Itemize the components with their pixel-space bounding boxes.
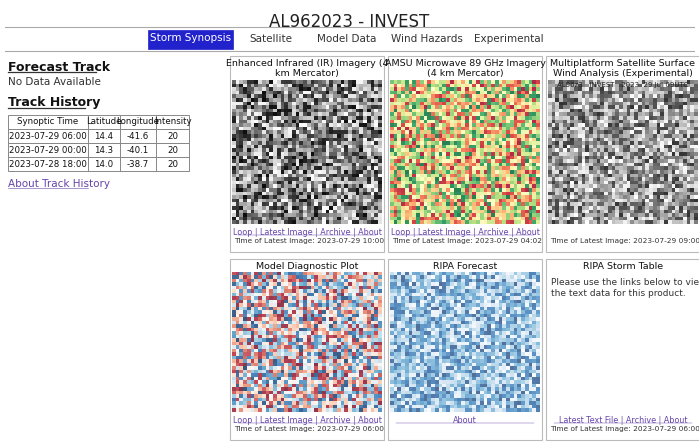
Text: Experimental: Experimental <box>474 34 544 44</box>
Text: 20: 20 <box>167 146 178 155</box>
Text: About Track History: About Track History <box>8 179 110 189</box>
Text: RIPA Storm Table: RIPA Storm Table <box>583 262 663 271</box>
Text: 14.0: 14.0 <box>94 160 113 169</box>
Text: Multiplatform Satellite Surface: Multiplatform Satellite Surface <box>551 59 696 68</box>
Text: Synoptic Time: Synoptic Time <box>17 117 78 126</box>
Text: AL96z3   INVEST   2023  29 Jul 09UTC: AL96z3 INVEST 2023 29 Jul 09UTC <box>557 82 689 88</box>
Text: Time of Latest Image: 2023-07-29 10:00: Time of Latest Image: 2023-07-29 10:00 <box>234 238 384 244</box>
Text: No Data Available: No Data Available <box>8 77 101 87</box>
Text: 14.4: 14.4 <box>94 132 113 141</box>
Bar <box>230 259 384 440</box>
Text: AMSU Microwave 89 GHz Imagery: AMSU Microwave 89 GHz Imagery <box>384 59 545 68</box>
Text: Loop | Latest Image | Archive | About: Loop | Latest Image | Archive | About <box>233 228 382 237</box>
Text: Enhanced Infrared (IR) Imagery (4: Enhanced Infrared (IR) Imagery (4 <box>226 59 388 68</box>
Text: 20: 20 <box>167 160 178 169</box>
Text: 14.3: 14.3 <box>94 146 113 155</box>
Text: 2023-07-29 06:00: 2023-07-29 06:00 <box>9 132 87 141</box>
Bar <box>388 259 542 440</box>
Bar <box>8 157 189 171</box>
Text: Time of Latest Image: 2023-07-29 04:02: Time of Latest Image: 2023-07-29 04:02 <box>392 238 542 244</box>
Text: Model Diagnostic Plot: Model Diagnostic Plot <box>256 262 358 271</box>
Text: Time of Latest Image: 2023-07-29 06:00: Time of Latest Image: 2023-07-29 06:00 <box>234 426 384 432</box>
Bar <box>546 56 699 252</box>
Bar <box>8 115 189 129</box>
Bar <box>388 56 542 252</box>
Text: Satellite: Satellite <box>249 34 292 44</box>
Bar <box>230 56 384 252</box>
Text: -41.6: -41.6 <box>127 132 149 141</box>
Text: (4 km Mercator): (4 km Mercator) <box>426 69 503 78</box>
Text: Time of Latest Image: 2023-07-29 09:00: Time of Latest Image: 2023-07-29 09:00 <box>550 238 699 244</box>
Text: Model Data: Model Data <box>317 34 377 44</box>
Text: About: About <box>453 416 477 425</box>
Text: AL962023 - INVEST: AL962023 - INVEST <box>269 13 429 31</box>
Text: -40.1: -40.1 <box>127 146 149 155</box>
Text: km Mercator): km Mercator) <box>275 69 339 78</box>
Bar <box>546 259 699 440</box>
Text: Wind Hazards: Wind Hazards <box>391 34 463 44</box>
Text: Time of Latest Image: 2023-07-29 06:00: Time of Latest Image: 2023-07-29 06:00 <box>550 426 699 432</box>
Text: Loop | Latest Image | Archive | About: Loop | Latest Image | Archive | About <box>233 416 382 425</box>
Text: 2023-07-29 00:00: 2023-07-29 00:00 <box>9 146 87 155</box>
Text: Loop | Latest Image | Archive | About: Loop | Latest Image | Archive | About <box>391 228 540 237</box>
Bar <box>8 143 189 157</box>
Text: 20: 20 <box>167 132 178 141</box>
Text: 2023-07-28 18:00: 2023-07-28 18:00 <box>9 160 87 169</box>
Text: Wind Analysis (Experimental): Wind Analysis (Experimental) <box>553 69 693 78</box>
Text: Forecast Track: Forecast Track <box>8 61 110 74</box>
Text: the text data for this product.: the text data for this product. <box>551 289 686 298</box>
Text: Track History: Track History <box>8 96 101 109</box>
Text: Intensity: Intensity <box>154 117 192 126</box>
Text: RIPA Forecast: RIPA Forecast <box>433 262 497 271</box>
Text: Storm Synopsis: Storm Synopsis <box>150 33 231 43</box>
Text: Latitude: Latitude <box>86 117 122 126</box>
Text: Please use the links below to view: Please use the links below to view <box>551 278 699 287</box>
Text: -38.7: -38.7 <box>127 160 149 169</box>
Bar <box>8 129 189 143</box>
Text: Latest Text File | Archive | About: Latest Text File | Archive | About <box>559 416 687 425</box>
Text: Longitude: Longitude <box>117 117 159 126</box>
Bar <box>148 30 233 49</box>
